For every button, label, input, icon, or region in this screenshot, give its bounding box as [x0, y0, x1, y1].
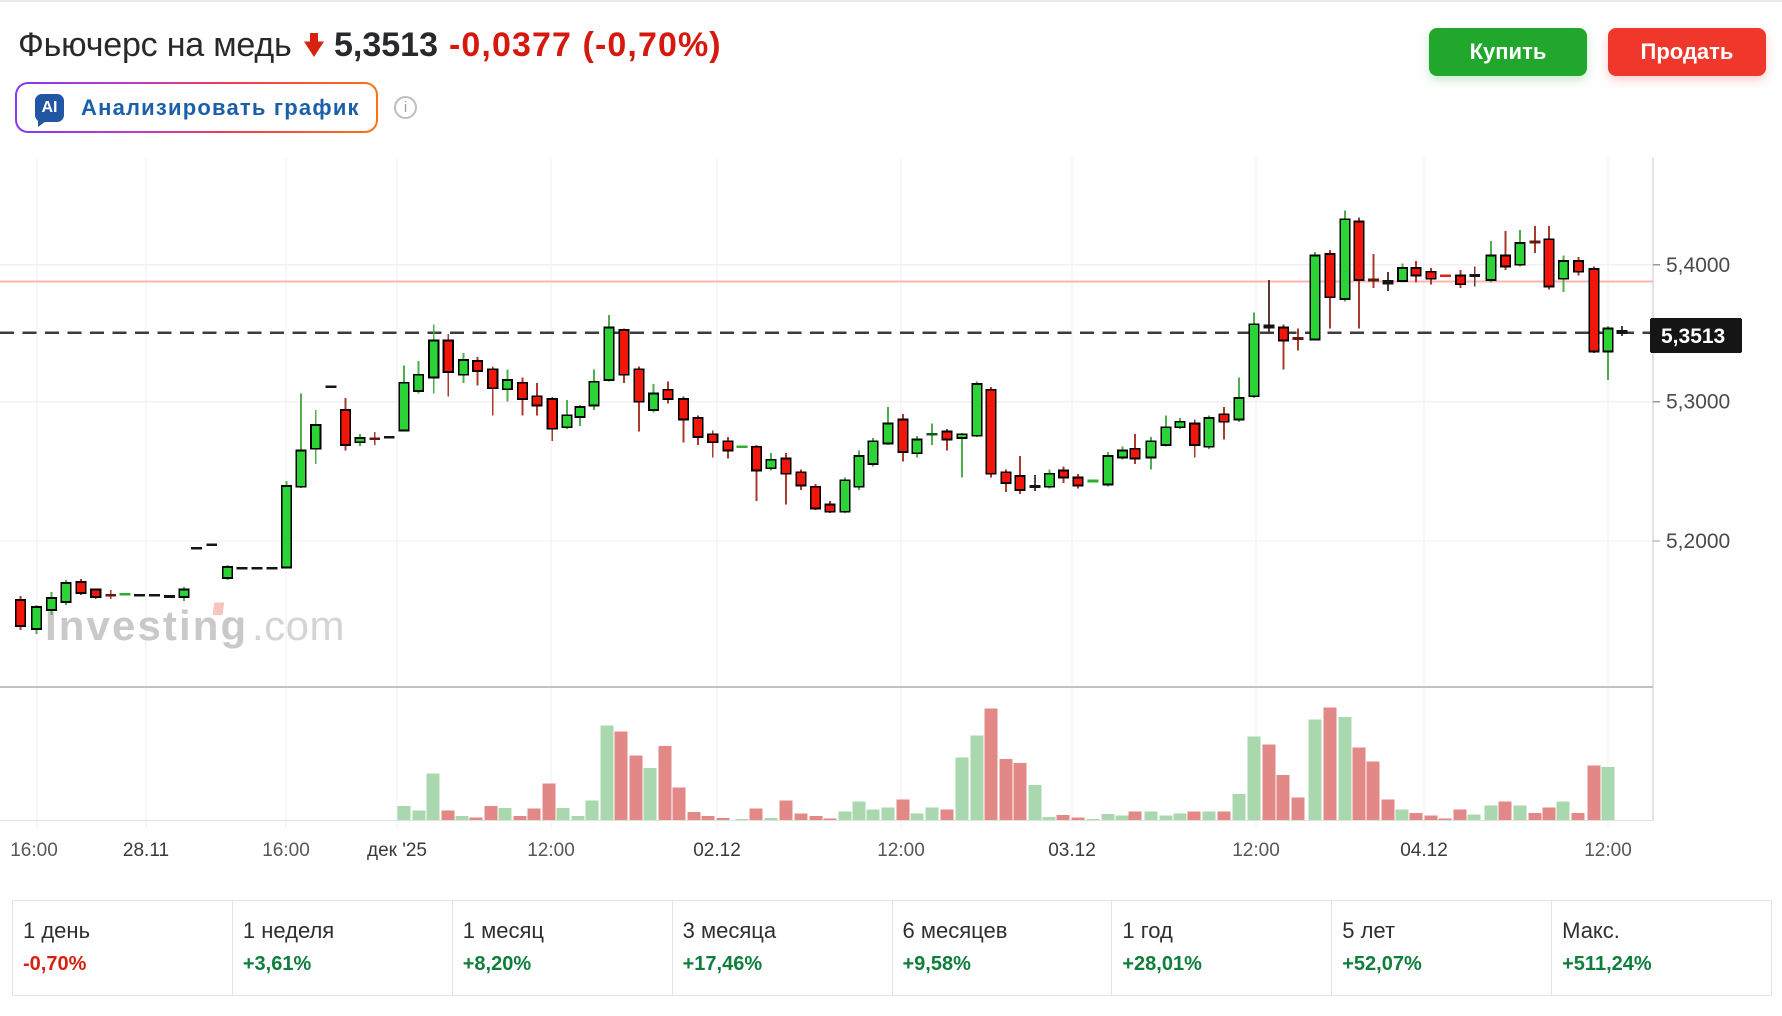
svg-text:5,2000: 5,2000: [1666, 530, 1730, 553]
svg-text:02.12: 02.12: [693, 840, 741, 861]
svg-text:5,3513: 5,3513: [1661, 325, 1725, 348]
svg-text:03.12: 03.12: [1048, 840, 1096, 861]
svg-text:12:00: 12:00: [1232, 840, 1280, 861]
svg-text:5,3000: 5,3000: [1666, 391, 1730, 414]
svg-text:04.12: 04.12: [1400, 840, 1448, 861]
svg-text:дек '25: дек '25: [367, 840, 427, 861]
svg-text:12:00: 12:00: [527, 840, 575, 861]
svg-text:16:00: 16:00: [10, 840, 58, 861]
svg-text:Investing: Investing: [45, 602, 248, 649]
svg-text:5,4000: 5,4000: [1666, 254, 1730, 277]
svg-text:12:00: 12:00: [877, 840, 925, 861]
svg-text:16:00: 16:00: [262, 840, 310, 861]
svg-text:28.11: 28.11: [123, 840, 169, 861]
svg-text:12:00: 12:00: [1584, 840, 1632, 861]
svg-text:.com: .com: [252, 602, 345, 649]
